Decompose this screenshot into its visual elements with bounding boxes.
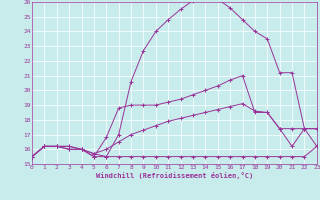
X-axis label: Windchill (Refroidissement éolien,°C): Windchill (Refroidissement éolien,°C) bbox=[96, 172, 253, 179]
